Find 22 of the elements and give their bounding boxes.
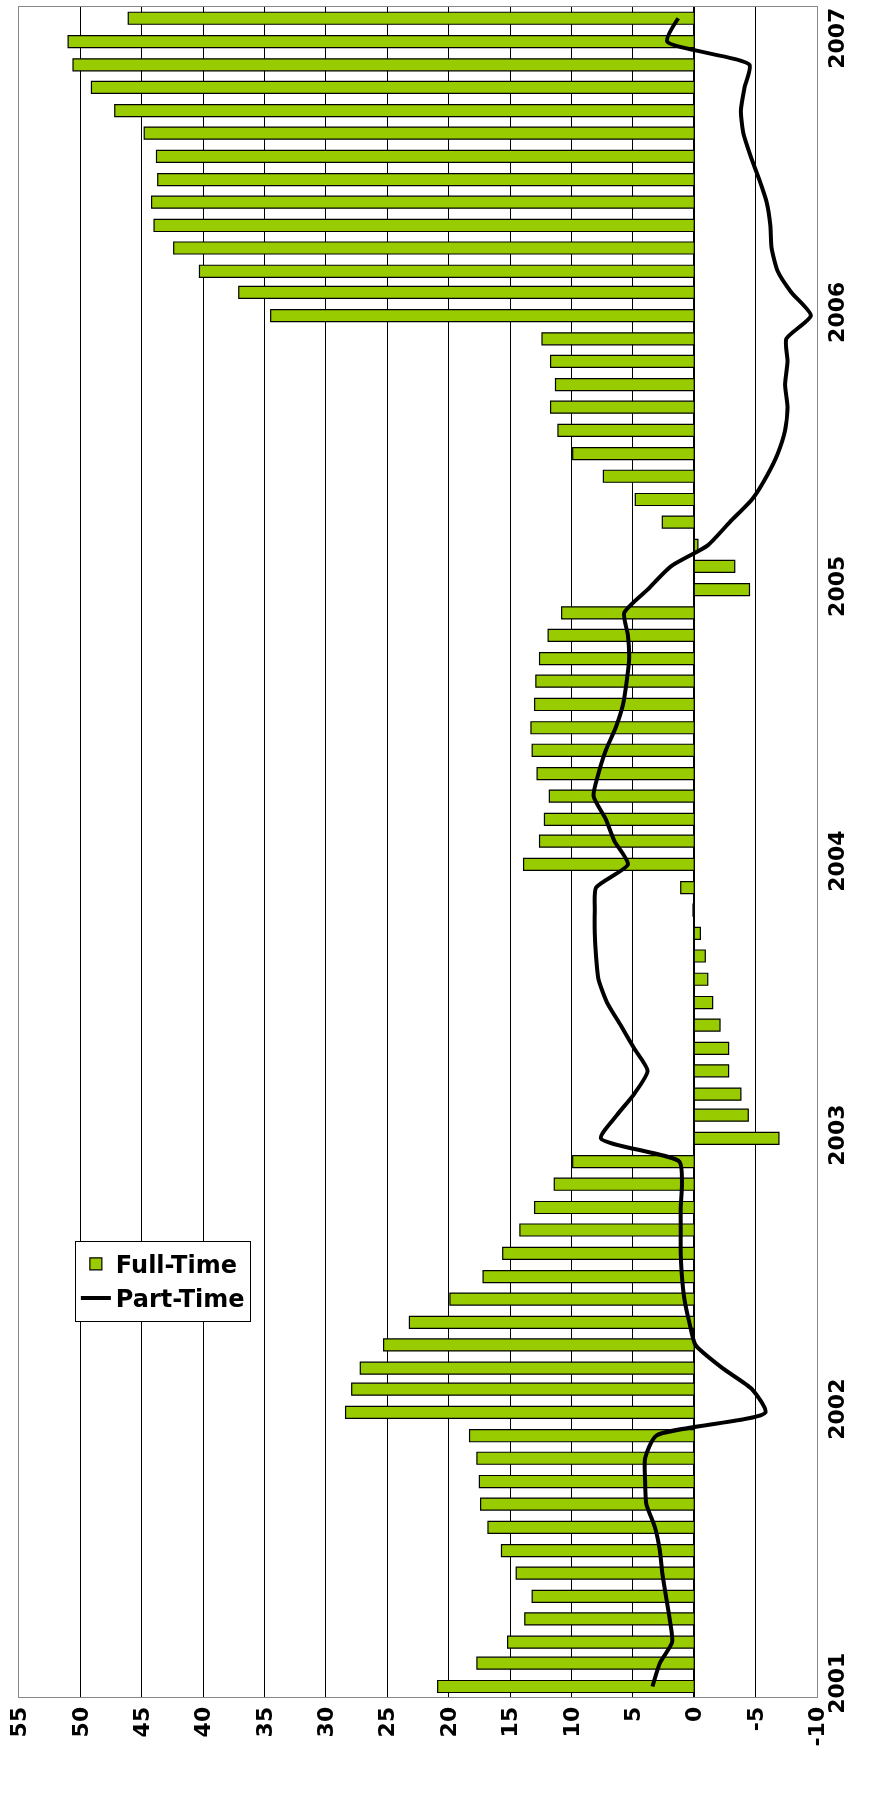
x-tick-label: 5	[620, 1706, 645, 1723]
y-tick-label: 2007	[824, 7, 850, 69]
x-tick-label: 55	[6, 1706, 32, 1738]
x-tick-label: 10	[558, 1706, 584, 1738]
y-tick-label: 2002	[824, 1378, 850, 1440]
x-tick-label: 40	[190, 1706, 216, 1738]
x-tick-label: 20	[435, 1706, 461, 1738]
x-tick-label: 45	[128, 1706, 154, 1738]
x-tick-label: 50	[67, 1706, 93, 1738]
y-tick-label: 2006	[824, 281, 850, 343]
x-tick-label: 35	[251, 1706, 277, 1738]
y-tick-label: 2003	[824, 1104, 850, 1166]
x-tick-label: 25	[374, 1706, 400, 1738]
x-tick-label: 15	[497, 1706, 523, 1738]
x-tick-label: 30	[313, 1706, 339, 1738]
x-tick-label: -5	[742, 1706, 768, 1732]
y-tick-label: 2001	[824, 1652, 850, 1714]
x-tick-label: 0	[681, 1706, 707, 1723]
legend-label: Part-Time	[115, 1285, 245, 1314]
y-tick-label: 2005	[824, 555, 850, 617]
legend-label: Full-Time	[115, 1251, 237, 1280]
y-tick-label: 2004	[824, 830, 850, 892]
